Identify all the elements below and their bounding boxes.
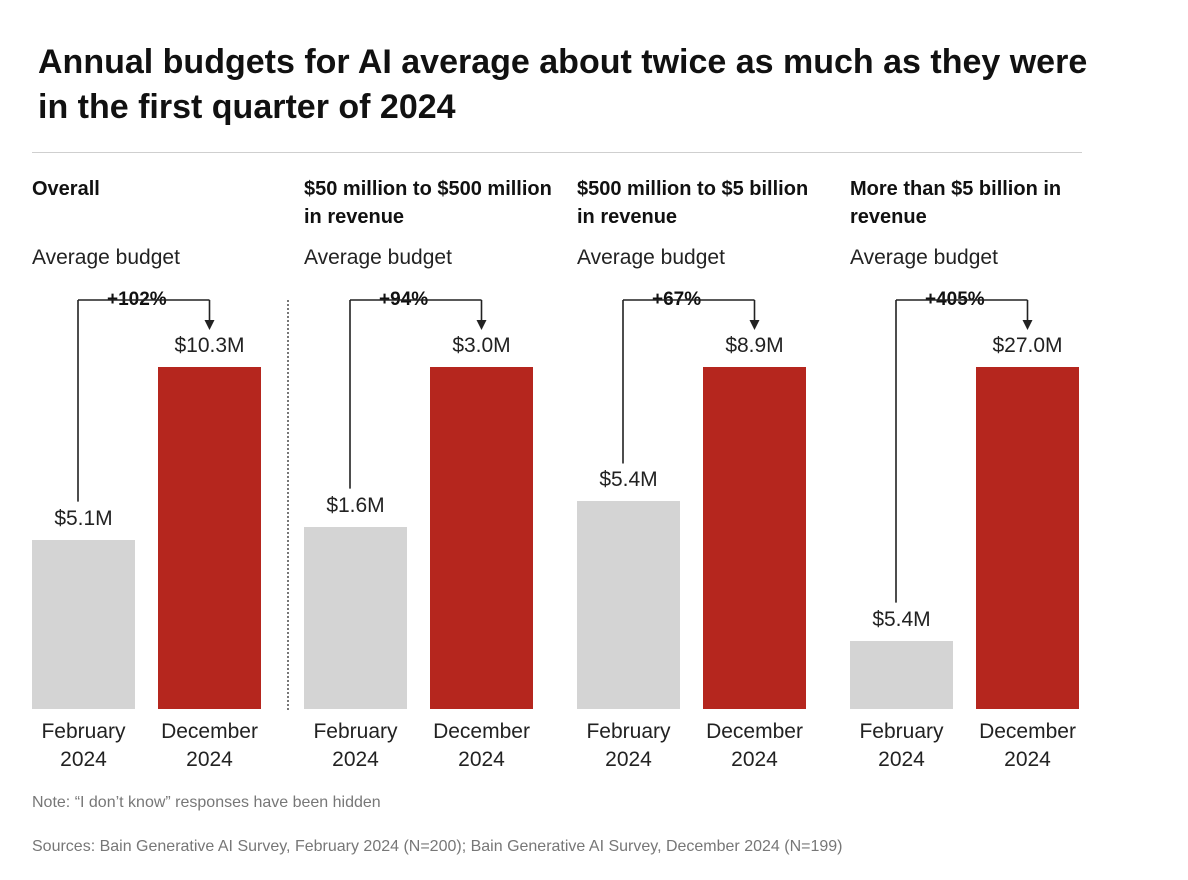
connector-arrowhead-overall <box>204 320 215 330</box>
bar-over-5b-december <box>976 367 1079 709</box>
x-label-line: December <box>979 720 1076 743</box>
bar-500m-5b-december <box>703 367 806 709</box>
panel-title-500m-5b: $500 million to $5 billion in revenue <box>577 178 809 228</box>
bar-overall-december <box>158 367 261 709</box>
x-label-50m-500m-february: February 2024 <box>291 718 421 774</box>
x-label-line: December <box>706 720 803 743</box>
x-label-line: 2024 <box>731 748 778 771</box>
x-label-500m-5b-february: February 2024 <box>564 718 694 774</box>
panel-title-50m-500m: $50 million to $500 million in revenue <box>304 178 552 228</box>
title-rule <box>32 152 1082 153</box>
value-label-50m-500m-december: $3.0M <box>452 334 511 357</box>
connector-arrowhead-50m-500m <box>476 320 487 330</box>
x-label-line: 2024 <box>878 748 925 771</box>
connector-arrowhead-500m-5b <box>749 320 760 330</box>
sources: Sources: Bain Generative AI Survey, Febr… <box>32 838 843 855</box>
bar-over-5b-february <box>850 640 953 709</box>
panel-subtitle-overall: Average budget <box>32 246 180 269</box>
panel-subtitle-50m-500m: Average budget <box>304 246 452 269</box>
x-label-overall-february: February 2024 <box>19 718 149 774</box>
chart-title: Annual budgets for AI average about twic… <box>38 43 1088 126</box>
x-label-line: 2024 <box>186 748 233 771</box>
bar-500m-5b-february <box>577 501 680 709</box>
x-label-line: December <box>433 720 530 743</box>
value-label-50m-500m-february: $1.6M <box>326 493 385 517</box>
x-label-line: 2024 <box>60 748 107 771</box>
panel-subtitle-500m-5b: Average budget <box>577 246 725 269</box>
x-label-line: 2024 <box>1004 748 1051 771</box>
bar-50m-500m-february <box>304 526 407 709</box>
value-label-500m-5b-december: $8.9M <box>725 334 784 357</box>
connector-arrowhead-over-5b <box>1022 320 1033 330</box>
panel-divider <box>287 300 289 710</box>
x-label-overall-december: December 2024 <box>145 718 275 774</box>
value-label-over-5b-february: $5.4M <box>872 607 931 631</box>
value-label-overall-december: $10.3M <box>174 334 245 357</box>
x-label-line: February <box>586 720 671 743</box>
x-label-line: 2024 <box>458 748 505 771</box>
panel-subtitle-over-5b: Average budget <box>850 246 998 269</box>
x-label-over-5b-december: December 2024 <box>963 718 1093 774</box>
x-label-50m-500m-december: December 2024 <box>417 718 547 774</box>
x-label-line: 2024 <box>605 748 652 771</box>
x-label-500m-5b-december: December 2024 <box>690 718 820 774</box>
value-label-500m-5b-february: $5.4M <box>599 468 658 492</box>
x-label-over-5b-february: February 2024 <box>837 718 967 774</box>
x-label-line: December <box>161 720 258 743</box>
value-label-overall-february: $5.1M <box>54 506 113 530</box>
x-label-line: 2024 <box>332 748 379 771</box>
x-label-line: February <box>313 720 398 743</box>
value-label-over-5b-december: $27.0M <box>992 334 1063 357</box>
bar-50m-500m-december <box>430 367 533 709</box>
panel-title-over-5b: More than $5 billion in revenue <box>850 178 1062 228</box>
panel-title-overall: Overall <box>32 178 100 200</box>
footnote: Note: “I don’t know” responses have been… <box>32 794 381 811</box>
x-label-line: February <box>41 720 126 743</box>
bar-overall-february <box>32 539 135 709</box>
x-label-line: February <box>859 720 944 743</box>
